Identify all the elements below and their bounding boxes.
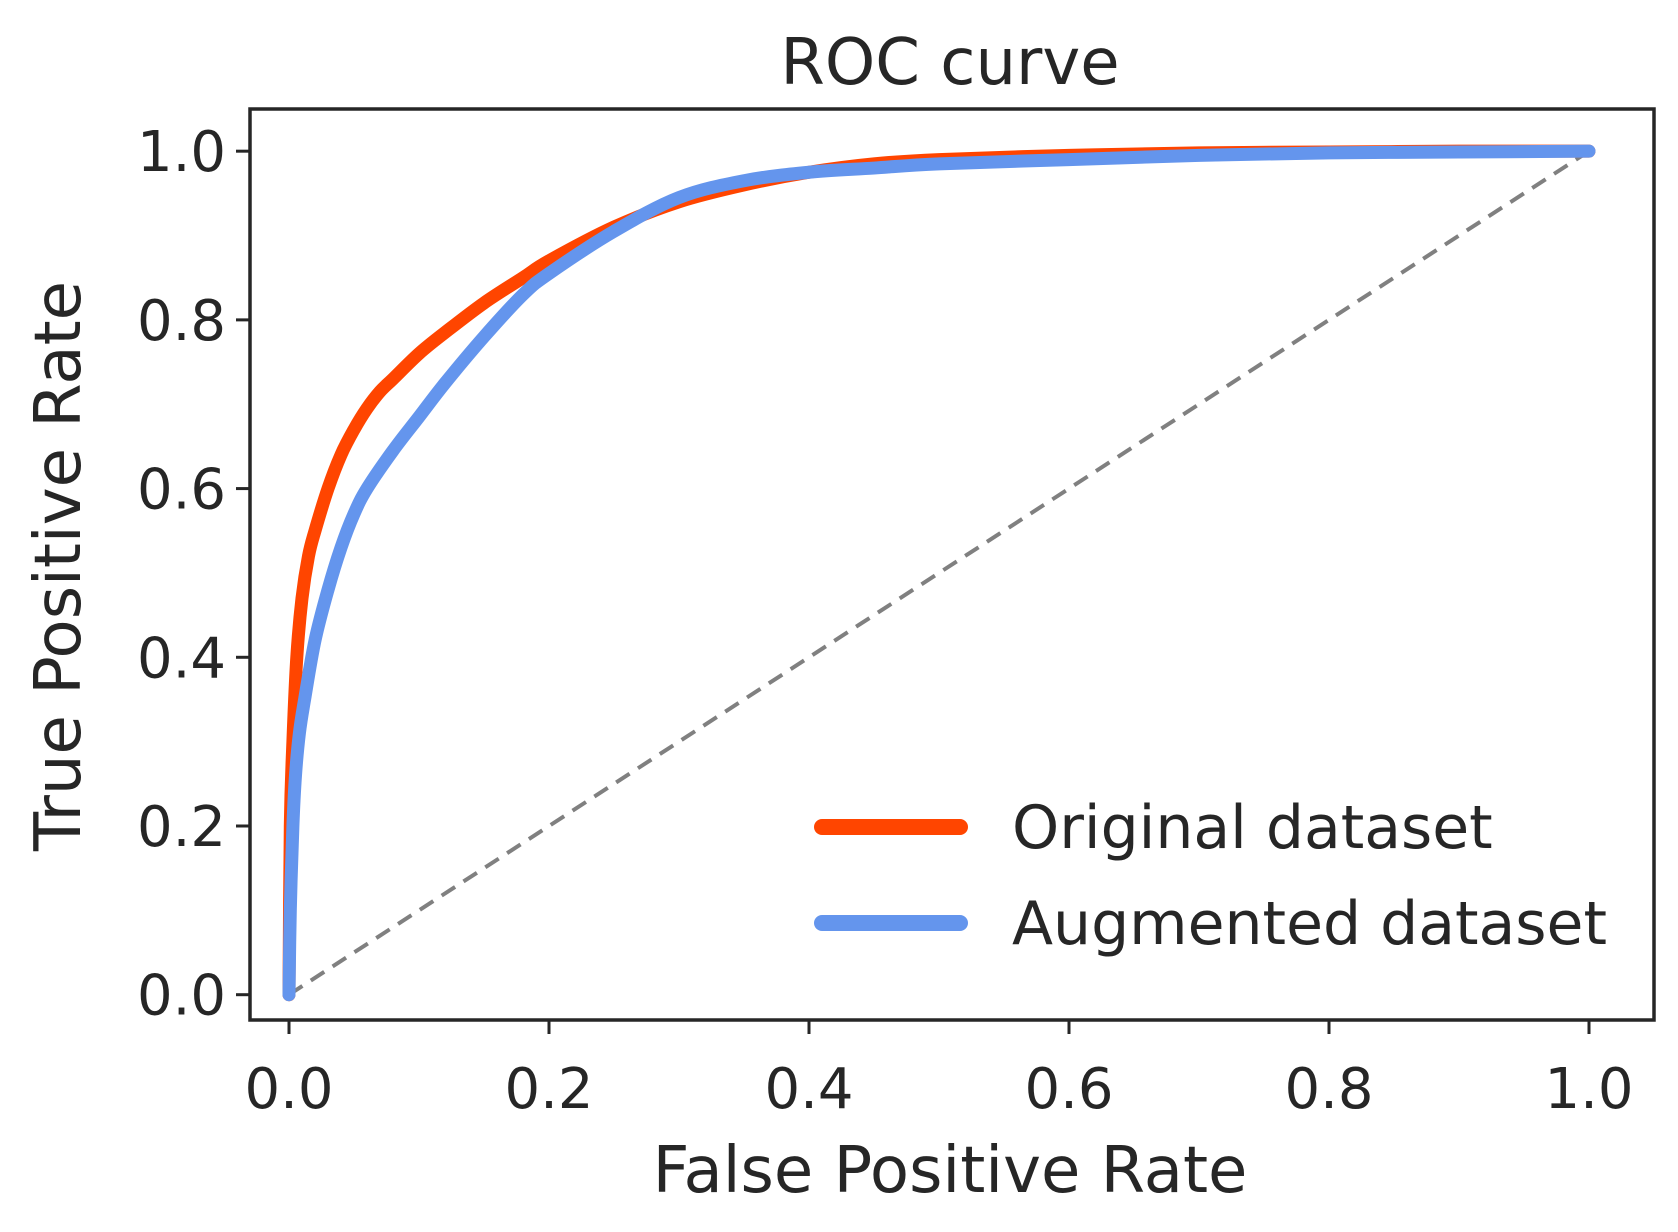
y-tick-label: 0.8	[137, 289, 226, 354]
y-tick-label: 0.4	[137, 626, 226, 691]
legend-label: Original dataset	[1012, 793, 1493, 863]
plot-area: 0.0 0.2 0.4 0.6 0.8 1.0 0.0 0.2 0.4 0.6 0.8 1.0 Orig…	[137, 107, 1656, 1122]
chance-diagonal-line	[287, 149, 1591, 997]
x-axis-label: False Positive Rate	[653, 1134, 1248, 1208]
x-tick-label: 1.0	[1544, 1057, 1633, 1122]
roc-curve-augmented	[282, 144, 1596, 1002]
y-axis-label: True Positive Rate	[22, 281, 96, 852]
y-tick-label: 0.6	[137, 458, 226, 523]
x-tick-label: 0.4	[764, 1057, 853, 1122]
y-tick-label: 1.0	[137, 120, 226, 185]
x-tick-label: 0.8	[1284, 1057, 1373, 1122]
x-tick-label: 0.0	[244, 1057, 333, 1122]
y-tick-label: 0.0	[137, 964, 226, 1029]
plot-frame	[248, 107, 1656, 1022]
x-tick-label: 0.6	[1024, 1057, 1113, 1122]
y-tick-label: 0.2	[137, 795, 226, 860]
legend: Original dataset Augmented dataset	[814, 793, 1607, 959]
x-tick-label: 0.2	[504, 1057, 593, 1122]
roc-curve-original	[282, 144, 1596, 1002]
chart-title: ROC curve	[780, 26, 1119, 100]
legend-label: Augmented dataset	[1012, 889, 1607, 959]
